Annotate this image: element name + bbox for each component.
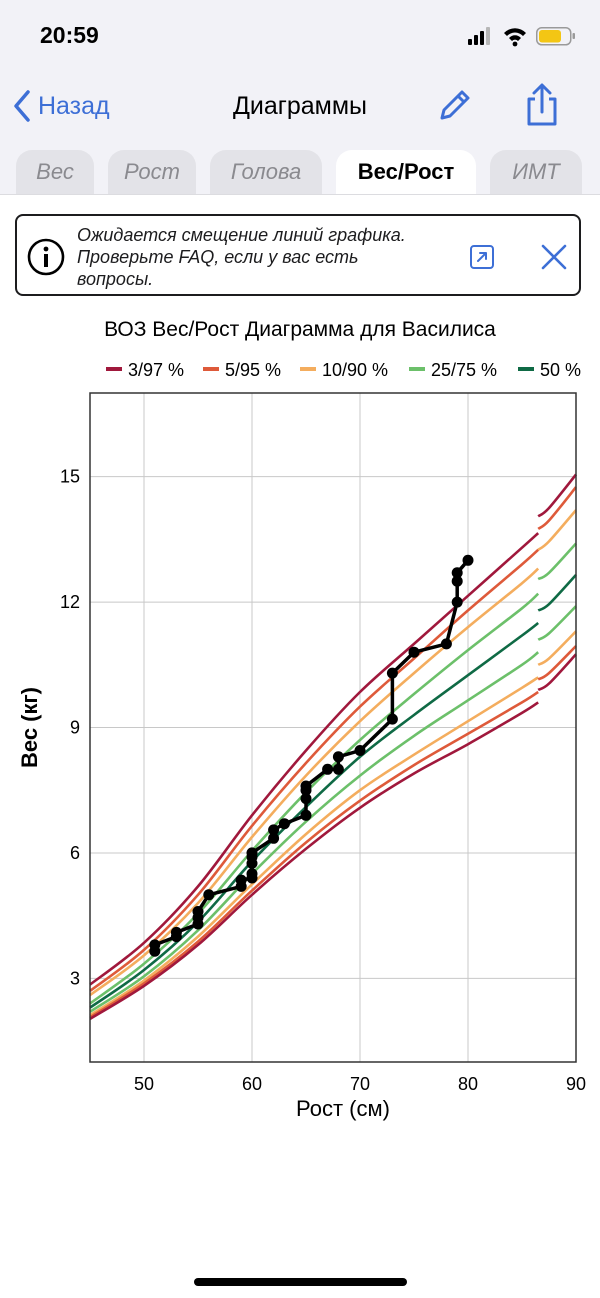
y-tick-label: 15 <box>60 467 80 487</box>
page-title: Диаграммы <box>232 92 368 120</box>
child-data-point <box>203 889 215 901</box>
tab-head[interactable]: Голова <box>210 150 322 194</box>
percentile-curve-segment <box>537 630 577 666</box>
plot-frame <box>89 392 577 1063</box>
info-icon <box>27 238 65 276</box>
percentile-curve-segment <box>537 605 577 641</box>
child-data-point <box>462 554 474 566</box>
x-axis-label: Рост (см) <box>296 1096 390 1121</box>
tab-weight[interactable]: Вес <box>16 150 94 194</box>
percentile-curve-segment <box>537 645 577 681</box>
x-tick-label: 80 <box>458 1074 478 1094</box>
legend-label: 25/75 % <box>431 360 497 380</box>
cellular-signal-icon <box>468 27 490 45</box>
chevron-left-icon <box>14 90 30 122</box>
tab-bar: Вес Рост Голова Вес/Рост ИМТ <box>0 142 600 195</box>
child-data-point <box>235 874 247 886</box>
legend-label: 10/90 % <box>322 360 388 380</box>
child-data-point <box>300 780 312 792</box>
child-data-point <box>332 751 344 763</box>
percentile-curve <box>89 701 539 1021</box>
child-data-point <box>268 832 280 844</box>
y-tick-label: 9 <box>70 718 80 738</box>
child-data-point <box>408 646 420 658</box>
child-data-point <box>170 926 182 938</box>
percentile-curve <box>89 548 540 992</box>
y-tick-label: 6 <box>70 843 80 863</box>
tab-height[interactable]: Рост <box>108 150 196 194</box>
percentile-curve <box>89 690 539 1019</box>
back-label: Назад <box>38 91 110 120</box>
percentile-curve <box>89 651 540 1013</box>
child-data-point <box>386 667 398 679</box>
child-data-point <box>278 818 290 830</box>
child-data-point <box>451 596 463 608</box>
child-data-point <box>192 906 204 917</box>
percentile-curve-segment <box>537 653 577 692</box>
navigation-bar: Назад Диаграммы <box>0 72 600 142</box>
info-banner: Ожидается смещение линий графика. Провер… <box>15 214 581 296</box>
child-data-point <box>451 575 463 587</box>
y-tick-label: 12 <box>60 592 80 612</box>
child-data-point <box>386 713 398 725</box>
percentile-curve-segment <box>537 542 577 581</box>
open-link-icon[interactable] <box>469 244 495 270</box>
back-button[interactable]: Назад <box>12 86 110 126</box>
close-icon[interactable] <box>539 242 569 272</box>
child-data-point <box>300 793 312 805</box>
child-data-point <box>246 847 258 859</box>
child-data-point <box>149 939 161 951</box>
y-axis-label: Вес (кг) <box>17 687 42 768</box>
child-data-point <box>322 763 334 775</box>
percentile-curve <box>89 676 539 1017</box>
child-data-point <box>300 809 312 821</box>
chart-title: ВОЗ Вес/Рост Диаграмма для Василиса <box>104 318 496 341</box>
tab-bmi[interactable]: ИМТ <box>490 150 582 194</box>
legend-label: 50 % <box>540 360 581 380</box>
home-indicator <box>194 1278 407 1286</box>
pencil-icon[interactable] <box>436 88 472 124</box>
percentile-curve <box>89 532 540 986</box>
x-tick-label: 90 <box>566 1074 586 1094</box>
weight-for-height-chart: 3/97 % 5/95 % 10/90 % 25/75 % 50 % 50 60 70 80 90… <box>17 360 586 1121</box>
child-data-point <box>268 824 280 836</box>
status-bar: 20:59 <box>0 0 600 72</box>
x-tick-label: 50 <box>134 1074 154 1094</box>
child-data-point <box>246 868 258 880</box>
legend-label: 5/95 % <box>225 360 281 380</box>
percentile-curve-segment <box>537 486 578 530</box>
share-icon[interactable] <box>522 82 562 128</box>
child-data-point <box>440 638 452 650</box>
legend-label: 3/97 % <box>128 360 184 380</box>
percentile-curve-segment <box>537 473 578 518</box>
child-data-point <box>332 763 344 775</box>
status-icons <box>468 27 575 47</box>
percentile-curve <box>89 621 539 1009</box>
banner-message: Ожидается смещение линий графика. Провер… <box>77 224 467 290</box>
battery-icon <box>536 27 575 46</box>
banner-line-3: вопросы. <box>77 269 154 289</box>
banner-line-2: Проверьте FAQ, если у вас есть <box>77 247 359 267</box>
child-data-point <box>354 745 366 756</box>
percentile-curve-segment <box>537 509 577 551</box>
banner-line-1: Ожидается смещение линий графика. <box>77 225 406 245</box>
tab-weight-height[interactable]: Вес/Рост <box>336 150 476 194</box>
wifi-icon <box>504 28 526 47</box>
status-time: 20:59 <box>40 22 99 48</box>
percentile-curve-segment <box>537 574 577 612</box>
x-tick-label: 60 <box>242 1074 262 1094</box>
x-tick-label: 70 <box>350 1074 370 1094</box>
y-tick-label: 3 <box>70 968 80 988</box>
child-data-point <box>451 567 463 579</box>
